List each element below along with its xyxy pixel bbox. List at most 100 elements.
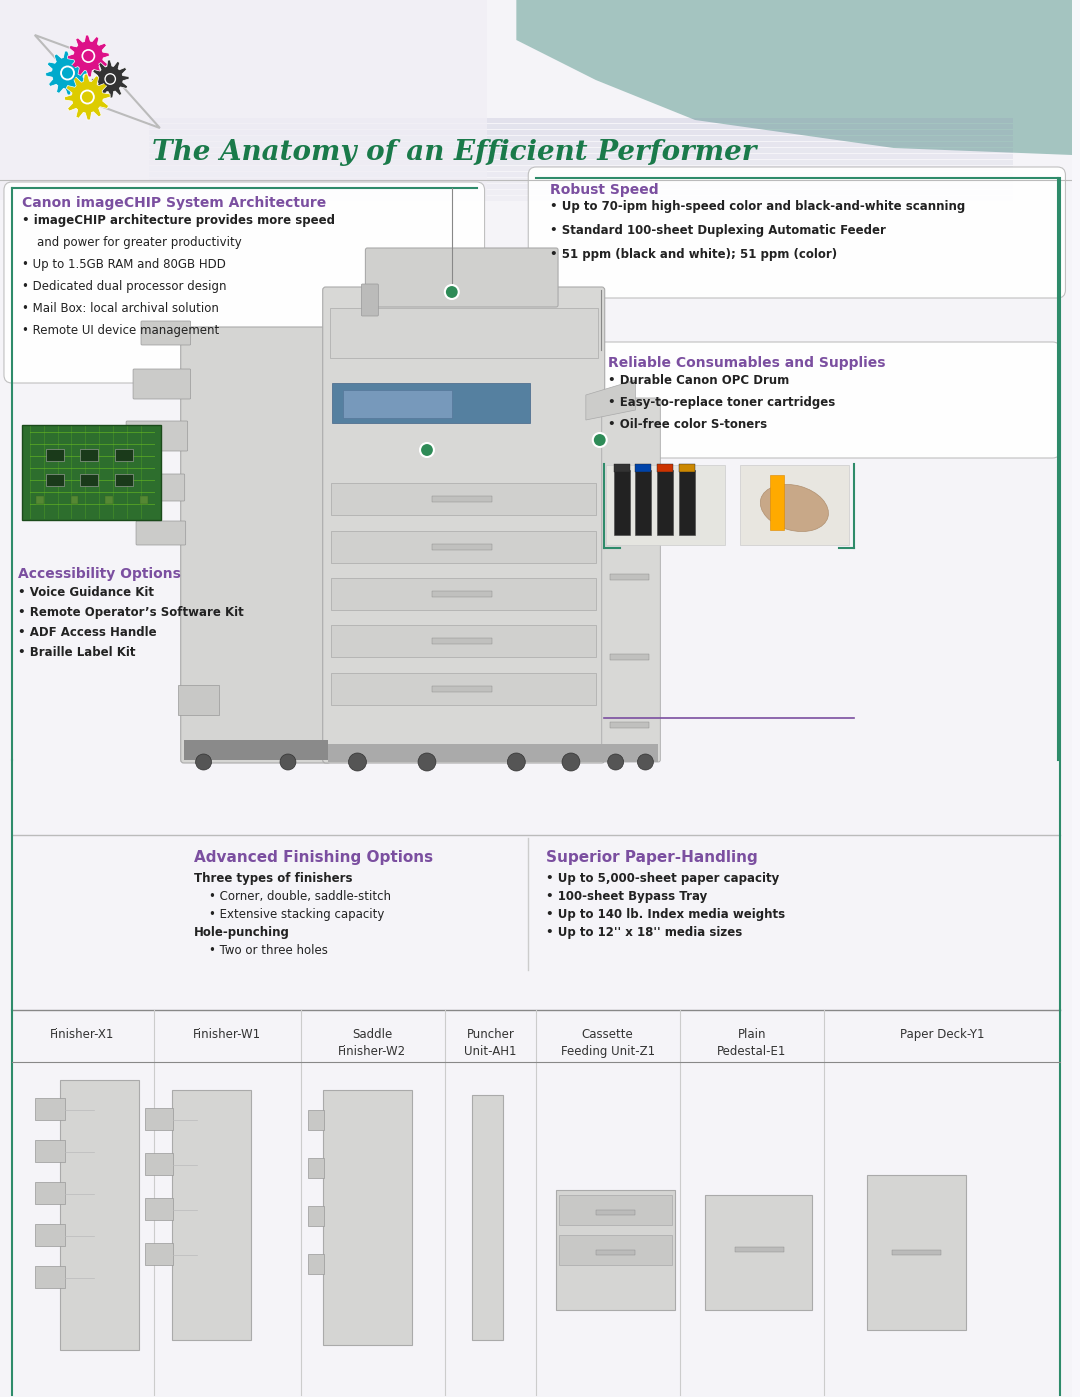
Bar bbox=[149, 177, 1013, 183]
Bar bbox=[770, 475, 784, 529]
Bar bbox=[332, 383, 530, 423]
Bar bbox=[149, 196, 1013, 201]
Text: • Remote Operator’s Software Kit: • Remote Operator’s Software Kit bbox=[18, 606, 244, 619]
Polygon shape bbox=[45, 52, 90, 95]
Bar bbox=[432, 496, 491, 502]
Bar bbox=[22, 425, 161, 520]
Text: Cassette
Feeding Unit-Z1: Cassette Feeding Unit-Z1 bbox=[561, 1028, 654, 1058]
Text: Robust Speed: Robust Speed bbox=[550, 183, 659, 197]
Text: Hole-punching: Hole-punching bbox=[193, 926, 289, 939]
Circle shape bbox=[59, 64, 76, 81]
Bar bbox=[342, 390, 451, 418]
Bar bbox=[658, 464, 673, 472]
Bar bbox=[330, 624, 596, 657]
Circle shape bbox=[104, 73, 117, 85]
Bar bbox=[734, 1248, 784, 1252]
Bar bbox=[613, 464, 630, 472]
Bar bbox=[35, 1266, 65, 1288]
Bar bbox=[116, 474, 133, 486]
Bar bbox=[145, 1108, 173, 1130]
Text: • Two or three holes: • Two or three holes bbox=[193, 944, 327, 957]
Text: • Dedicated dual processor design: • Dedicated dual processor design bbox=[22, 279, 227, 293]
Text: Plain
Pedestal-E1: Plain Pedestal-E1 bbox=[717, 1028, 786, 1058]
Bar bbox=[308, 1158, 324, 1178]
Bar bbox=[330, 673, 596, 705]
Text: • Easy-to-replace toner cartridges: • Easy-to-replace toner cartridges bbox=[608, 395, 835, 409]
Bar bbox=[635, 469, 651, 535]
Text: • Up to 140 lb. Index media weights: • Up to 140 lb. Index media weights bbox=[546, 908, 785, 921]
Bar bbox=[45, 448, 64, 461]
Text: Reliable Consumables and Supplies: Reliable Consumables and Supplies bbox=[608, 356, 886, 370]
Bar bbox=[596, 1210, 635, 1215]
Bar bbox=[149, 184, 1013, 189]
Bar bbox=[308, 1111, 324, 1130]
FancyBboxPatch shape bbox=[129, 474, 185, 502]
Polygon shape bbox=[65, 74, 110, 120]
Bar bbox=[606, 465, 725, 545]
Bar bbox=[472, 1095, 503, 1340]
Bar bbox=[635, 464, 651, 472]
Circle shape bbox=[562, 753, 580, 771]
Bar bbox=[658, 469, 673, 535]
Bar bbox=[36, 496, 43, 504]
Bar bbox=[559, 1194, 672, 1225]
Ellipse shape bbox=[760, 485, 828, 531]
Text: The Anatomy of an Efficient Performer: The Anatomy of an Efficient Performer bbox=[152, 138, 756, 165]
Bar bbox=[432, 591, 491, 597]
Bar bbox=[35, 1224, 65, 1246]
Bar bbox=[330, 531, 596, 563]
Text: and power for greater productivity: and power for greater productivity bbox=[22, 236, 242, 249]
Bar bbox=[679, 464, 696, 472]
Bar bbox=[327, 745, 604, 761]
Circle shape bbox=[420, 443, 434, 457]
Bar bbox=[0, 0, 487, 200]
Bar bbox=[149, 117, 1013, 123]
Bar bbox=[432, 543, 491, 550]
Circle shape bbox=[106, 74, 114, 84]
Bar bbox=[149, 190, 1013, 196]
Circle shape bbox=[81, 49, 96, 64]
FancyBboxPatch shape bbox=[365, 249, 558, 307]
Circle shape bbox=[418, 753, 436, 771]
Circle shape bbox=[593, 433, 607, 447]
Text: • ADF Access Handle: • ADF Access Handle bbox=[18, 626, 157, 638]
Bar bbox=[172, 1090, 252, 1340]
Bar bbox=[604, 745, 659, 761]
Bar bbox=[184, 740, 327, 760]
FancyBboxPatch shape bbox=[528, 168, 1066, 298]
Text: Puncher
Unit-AH1: Puncher Unit-AH1 bbox=[464, 1028, 516, 1058]
Polygon shape bbox=[92, 60, 130, 98]
Polygon shape bbox=[585, 380, 635, 420]
Text: • Remote UI device management: • Remote UI device management bbox=[22, 324, 219, 337]
Bar bbox=[329, 307, 597, 358]
FancyBboxPatch shape bbox=[126, 420, 188, 451]
Bar bbox=[432, 638, 491, 644]
FancyBboxPatch shape bbox=[178, 685, 219, 715]
Bar bbox=[610, 722, 649, 728]
Bar bbox=[610, 654, 649, 659]
Text: • Voice Guidance Kit: • Voice Guidance Kit bbox=[18, 585, 153, 599]
Bar bbox=[308, 1206, 324, 1227]
Circle shape bbox=[349, 753, 366, 771]
Bar bbox=[596, 1250, 635, 1255]
Bar bbox=[149, 130, 1013, 136]
Bar bbox=[35, 1140, 65, 1162]
Circle shape bbox=[83, 50, 94, 61]
Bar bbox=[613, 469, 630, 535]
Bar bbox=[149, 124, 1013, 129]
Bar bbox=[867, 1175, 967, 1330]
Text: Accessibility Options: Accessibility Options bbox=[18, 567, 180, 581]
Bar bbox=[740, 465, 849, 545]
FancyBboxPatch shape bbox=[133, 369, 191, 400]
Text: Saddle
Finisher-W2: Saddle Finisher-W2 bbox=[338, 1028, 406, 1058]
Text: Finisher-W1: Finisher-W1 bbox=[193, 1028, 261, 1041]
Bar bbox=[432, 686, 491, 692]
Bar bbox=[80, 448, 98, 461]
FancyBboxPatch shape bbox=[141, 321, 191, 345]
FancyBboxPatch shape bbox=[4, 182, 485, 383]
Text: Paper Deck-Y1: Paper Deck-Y1 bbox=[900, 1028, 985, 1041]
Text: • Durable Canon OPC Drum: • Durable Canon OPC Drum bbox=[608, 374, 789, 387]
FancyBboxPatch shape bbox=[323, 286, 605, 763]
Text: • Corner, double, saddle-stitch: • Corner, double, saddle-stitch bbox=[193, 890, 391, 902]
Bar bbox=[140, 496, 148, 504]
